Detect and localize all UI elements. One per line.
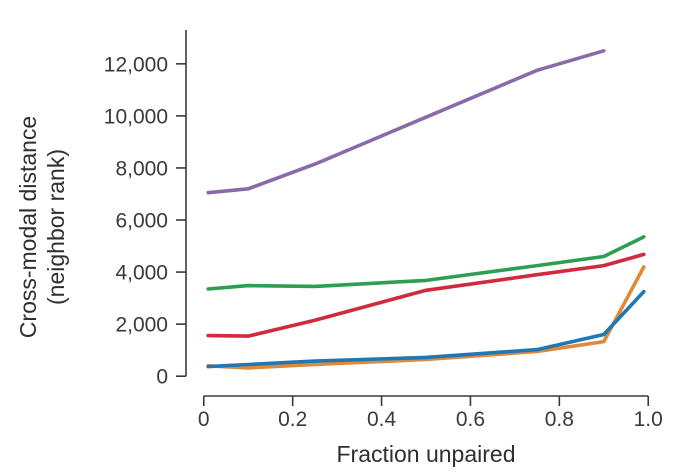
x-tick-label: 0.8 — [545, 408, 574, 431]
y-tick-label: 2,000 — [115, 314, 168, 337]
series-line-red — [206, 252, 646, 338]
series-layer — [206, 48, 646, 370]
y-axis-title: Cross-modal distance (neighbor rank) — [15, 116, 69, 338]
y-tick-label: 8,000 — [115, 157, 168, 180]
series-line-blue — [206, 289, 646, 369]
x-axis-title: Fraction unpaired — [337, 441, 516, 467]
x-tick-label: 0.4 — [367, 408, 397, 431]
series-line-purple — [206, 48, 606, 195]
x-tick-label: 0.2 — [278, 408, 307, 431]
y-tick-label: 12,000 — [104, 53, 168, 76]
y-tick-label: 6,000 — [115, 210, 168, 233]
y-axis-title-line-2: (neighbor rank) — [43, 149, 69, 305]
x-tick-label: 0 — [198, 408, 210, 431]
y-tick-label: 10,000 — [104, 105, 168, 128]
x-tick-label: 0.6 — [456, 408, 485, 431]
x-tick-label: 1.0 — [634, 408, 663, 431]
y-tick-label: 4,000 — [115, 262, 168, 285]
y-axis: 0 2,000 4,000 6,000 8,000 10,000 12,000 — [104, 30, 187, 389]
series-line-green — [206, 235, 646, 291]
y-axis-title-line-1: Cross-modal distance — [15, 116, 41, 338]
x-axis: 0 0.2 0.4 0.6 0.8 1.0 — [198, 395, 663, 431]
y-tick-label: 0 — [156, 366, 168, 389]
series-line-orange — [206, 265, 646, 370]
